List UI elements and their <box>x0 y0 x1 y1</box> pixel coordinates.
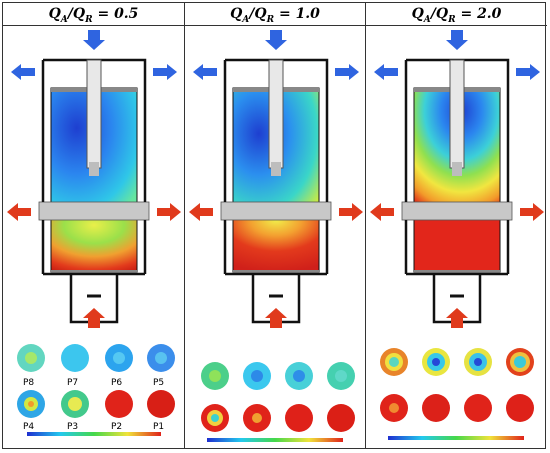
panel-ratio-2-0: QA/QR = 2.0 <box>366 3 547 448</box>
reactor-body <box>38 58 150 324</box>
figure-frame: QA/QR = 0.5 <box>2 2 547 449</box>
panel-ratio-0-5: QA/QR = 0.5 <box>3 3 185 448</box>
reactor-diagram: P8 P7 P6 P5 P4 P3 P2 P1 <box>7 30 181 436</box>
reactor-diagram <box>189 30 363 442</box>
color-scale-bar <box>207 438 343 442</box>
flow-arrows <box>370 30 544 328</box>
svg-text:P4: P4 <box>23 422 34 432</box>
color-scale-bar <box>27 432 161 436</box>
flow-arrows <box>7 30 181 328</box>
panel-ratio-1-0: QA/QR = 1.0 <box>185 3 366 448</box>
panel-title: QA/QR = 1.0 <box>185 3 365 26</box>
cross-sections <box>201 362 355 432</box>
color-scale-bar <box>388 436 524 440</box>
cross-sections <box>380 348 534 422</box>
reactor-diagram <box>370 30 544 440</box>
panel-title: QA/QR = 2.0 <box>366 3 547 26</box>
cross-sections: P8 P7 P6 P5 P4 P3 P2 P1 <box>17 344 175 432</box>
svg-text:P6: P6 <box>111 378 122 388</box>
svg-text:P5: P5 <box>153 378 164 388</box>
reactor-body <box>401 58 513 324</box>
svg-text:P3: P3 <box>67 422 78 432</box>
flow-arrows <box>189 30 363 328</box>
svg-text:P8: P8 <box>23 378 34 388</box>
panel-title: QA/QR = 0.5 <box>3 3 184 26</box>
svg-text:P7: P7 <box>67 378 78 388</box>
reactor-body <box>220 58 332 324</box>
svg-text:P1: P1 <box>153 422 164 432</box>
svg-text:P2: P2 <box>111 422 122 432</box>
